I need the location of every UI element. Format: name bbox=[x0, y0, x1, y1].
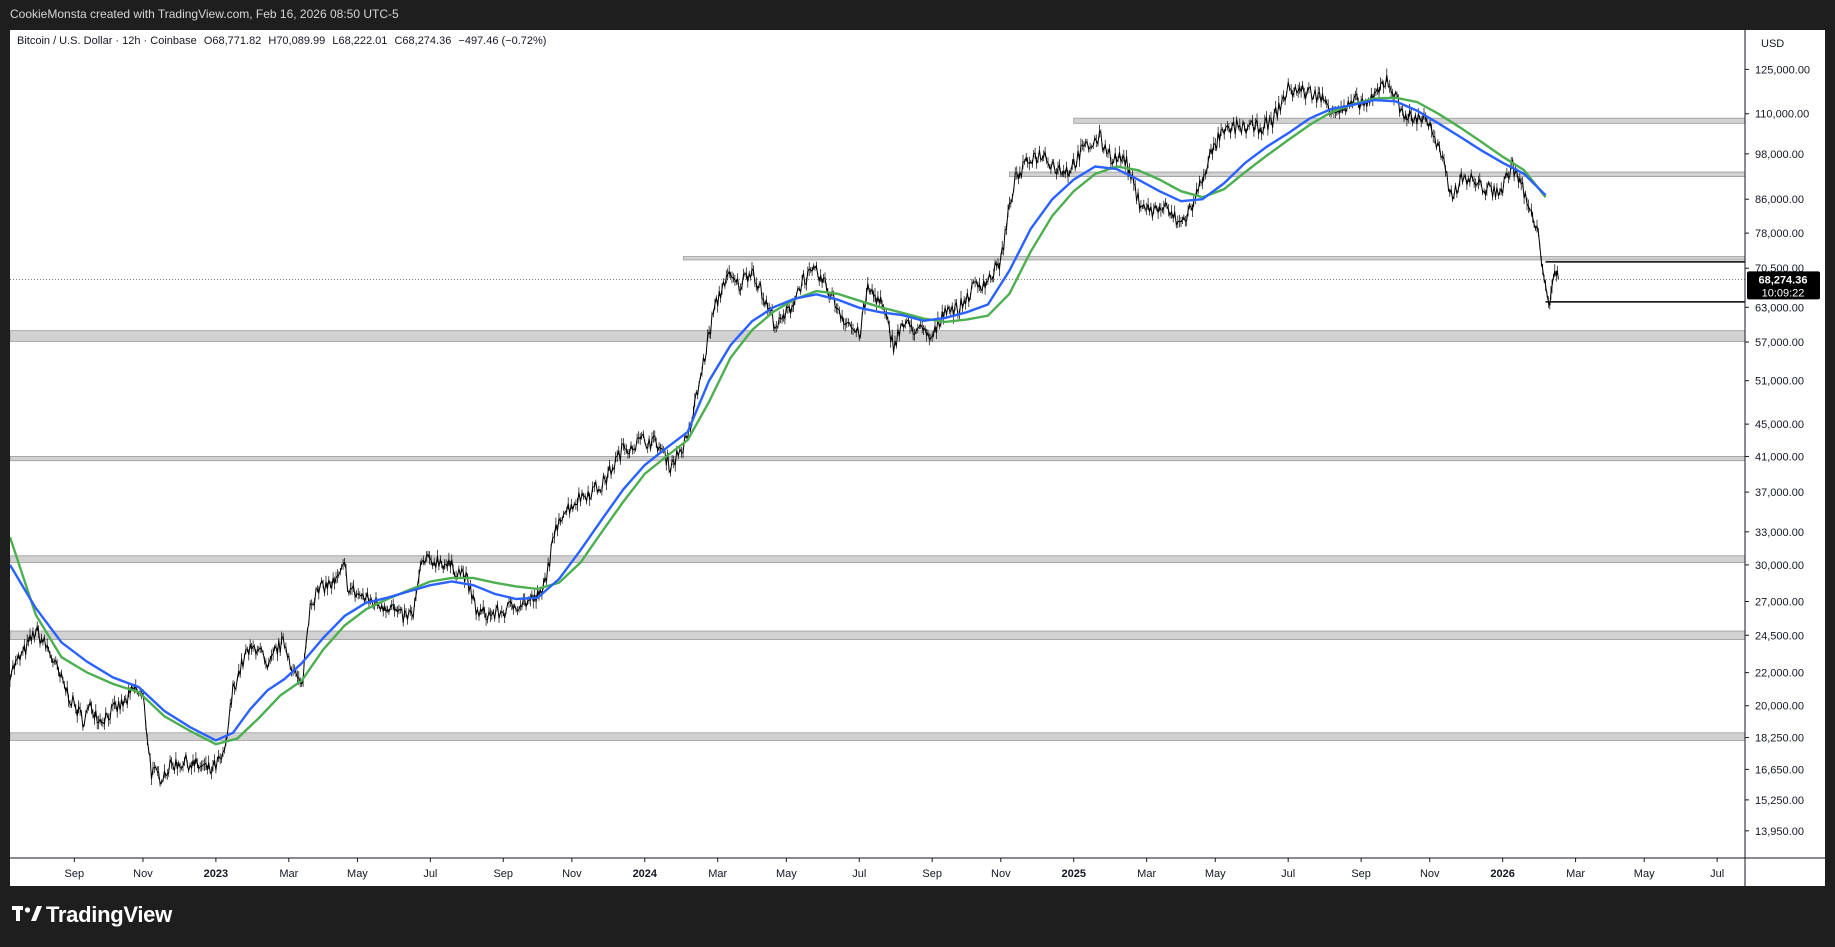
time-tick-label: Mar bbox=[708, 868, 727, 880]
currency-label[interactable]: USD bbox=[1761, 38, 1785, 50]
high-value: H70,089.99 bbox=[268, 35, 326, 47]
price-tick-label: 41,000.00 bbox=[1755, 451, 1804, 463]
time-tick-label: May bbox=[347, 868, 368, 880]
time-tick-label: Mar bbox=[279, 868, 298, 880]
horizontal-zone-6[interactable] bbox=[10, 630, 1746, 640]
price-tick-label: 125,000.00 bbox=[1755, 64, 1810, 76]
price-tick-label: 98,000.00 bbox=[1755, 149, 1804, 161]
price-tick-label: 110,000.00 bbox=[1755, 109, 1809, 121]
price-tick-label: 18,250.00 bbox=[1755, 733, 1804, 745]
price-tick-label: 33,000.00 bbox=[1755, 527, 1804, 539]
time-tick-label: 2023 bbox=[204, 868, 228, 880]
time-tick-label: Nov bbox=[133, 868, 153, 880]
open-value: O68,771.82 bbox=[203, 35, 262, 47]
change-value: −497.46 (−0.72%) bbox=[458, 35, 547, 47]
time-tick-label: Sep bbox=[922, 868, 942, 880]
time-tick-label: Sep bbox=[493, 868, 513, 880]
price-tick-label: 27,000.00 bbox=[1755, 597, 1804, 609]
price-tick-label: 20,000.00 bbox=[1755, 701, 1804, 713]
price-tick-label: 15,250.00 bbox=[1755, 795, 1804, 807]
price-tick-label: 13,950.00 bbox=[1755, 826, 1804, 838]
horizontal-zone-3[interactable] bbox=[10, 330, 1746, 342]
time-tick-label: May bbox=[1634, 868, 1655, 880]
tradingview-logo-icon bbox=[12, 906, 42, 921]
time-tick-label: Jul bbox=[1710, 868, 1724, 880]
ohlc-legend: Bitcoin / U.S. Dollar · 12h · Coinbase O… bbox=[17, 35, 550, 47]
last-price-tag[interactable] bbox=[1747, 271, 1820, 300]
time-tick-label: Nov bbox=[1420, 868, 1440, 880]
price-tick-label: 22,000.00 bbox=[1755, 668, 1804, 680]
horizontal-zone-5[interactable] bbox=[10, 555, 1746, 564]
time-tick-label: Nov bbox=[562, 868, 582, 880]
horizontal-zone-7[interactable] bbox=[10, 732, 1746, 741]
candle-countdown: 10:09:22 bbox=[1762, 287, 1805, 299]
time-tick-label: 2025 bbox=[1061, 868, 1085, 880]
price-tick-label: 45,000.00 bbox=[1755, 419, 1804, 431]
price-tick-label: 37,000.00 bbox=[1755, 487, 1804, 499]
time-tick-label: Jul bbox=[423, 868, 437, 880]
time-tick-label: Nov bbox=[991, 868, 1011, 880]
time-tick-label: Sep bbox=[65, 868, 85, 880]
price-tick-label: 78,000.00 bbox=[1755, 228, 1804, 240]
price-tick-label: 86,000.00 bbox=[1755, 194, 1804, 206]
moving-average-blue[interactable] bbox=[10, 98, 1547, 742]
chart-frame[interactable]: 125,000.00 110,000.00 98,000.00 86,000.00 78… bbox=[10, 30, 1825, 886]
price-tick-label: 57,000.00 bbox=[1755, 337, 1804, 349]
price-tick-label: 24,500.00 bbox=[1755, 630, 1804, 642]
last-price-value: 68,274.36 bbox=[1759, 274, 1808, 286]
time-tick-label: Jul bbox=[1281, 868, 1295, 880]
time-tick-label: 2024 bbox=[633, 868, 658, 880]
time-tick-label: Jul bbox=[852, 868, 866, 880]
price-chart[interactable]: 125,000.00 110,000.00 98,000.00 86,000.00 78… bbox=[10, 30, 1825, 886]
price-tick-label: 51,000.00 bbox=[1755, 376, 1804, 388]
horizontal-zone-0[interactable] bbox=[1073, 117, 1746, 124]
horizontal-zone-4[interactable] bbox=[10, 456, 1746, 462]
symbol-label: Bitcoin / U.S. Dollar · 12h · Coinbase bbox=[17, 35, 197, 47]
time-tick-label: 2026 bbox=[1490, 868, 1514, 880]
horizontal-zone-2[interactable] bbox=[683, 256, 1746, 261]
time-tick-label: Mar bbox=[1137, 868, 1156, 880]
horizontal-zone-1[interactable] bbox=[1008, 171, 1746, 177]
price-tick-label: 16,650.00 bbox=[1755, 764, 1804, 776]
close-value: C68,274.36 bbox=[394, 35, 452, 47]
time-tick-label: May bbox=[776, 868, 797, 880]
time-tick-label: Sep bbox=[1351, 868, 1371, 880]
time-tick-label: Mar bbox=[1566, 868, 1585, 880]
chart-credit: CookieMonsta created with TradingView.co… bbox=[10, 7, 399, 21]
low-value: L68,222.01 bbox=[332, 35, 388, 47]
price-tick-label: 30,000.00 bbox=[1755, 560, 1804, 572]
top-bar: CookieMonsta created with TradingView.co… bbox=[0, 0, 1835, 30]
brand-name: TradingView bbox=[46, 902, 172, 927]
price-tick-label: 63,000.00 bbox=[1755, 302, 1804, 314]
price-series[interactable] bbox=[10, 75, 1559, 786]
time-tick-label: May bbox=[1205, 868, 1226, 880]
